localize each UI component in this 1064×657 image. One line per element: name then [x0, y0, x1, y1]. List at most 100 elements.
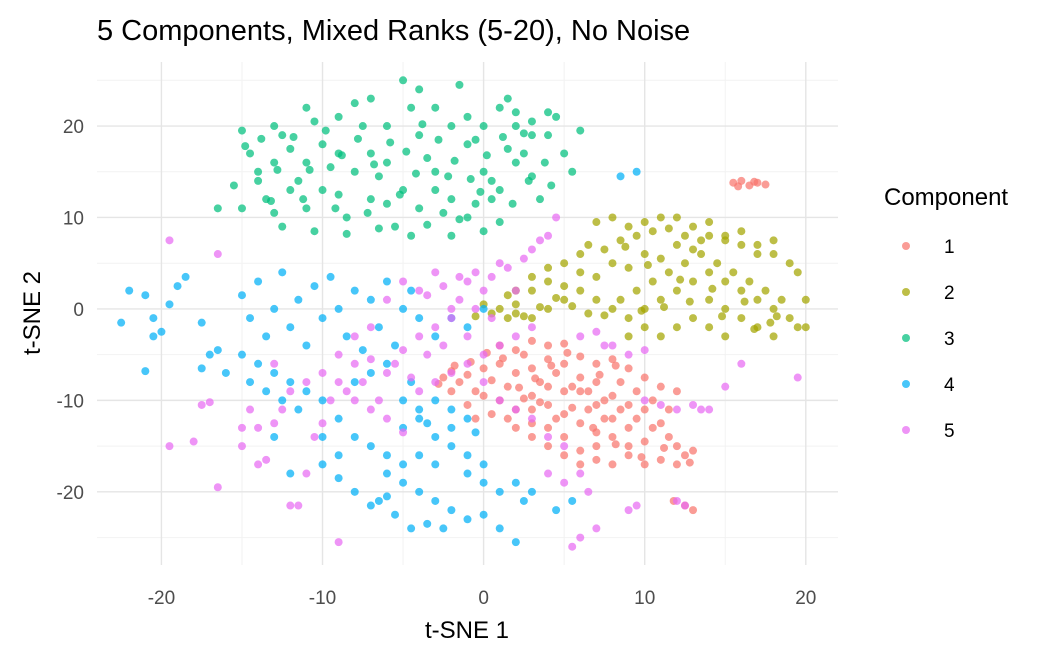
data-point [664, 432, 673, 441]
data-point [326, 396, 335, 405]
data-point [595, 370, 604, 379]
data-point [640, 396, 649, 405]
legend-item-2: 2 [902, 283, 955, 304]
data-point [511, 538, 520, 547]
data-point [487, 410, 496, 419]
data-point [463, 400, 472, 409]
data-point [544, 382, 553, 391]
data-point [560, 359, 569, 368]
data-point [370, 160, 379, 169]
chart-title: 5 Components, Mixed Ranks (5-20), No Noi… [97, 15, 690, 47]
data-point [640, 405, 649, 414]
data-point [439, 208, 448, 217]
data-point [495, 218, 504, 227]
data-point [689, 245, 698, 254]
data-point [527, 336, 536, 345]
data-point [608, 304, 617, 313]
data-point [402, 147, 411, 156]
data-point [705, 323, 714, 332]
data-point [560, 387, 569, 396]
data-point [366, 355, 375, 364]
data-point [479, 460, 488, 469]
data-point [540, 158, 549, 167]
data-point [318, 419, 327, 428]
data-point [141, 291, 150, 300]
data-point [560, 451, 569, 460]
data-point [544, 432, 553, 441]
data-point [576, 387, 585, 396]
legend-label: 4 [944, 375, 955, 396]
data-point [769, 304, 778, 313]
data-point [270, 419, 279, 428]
data-point [729, 268, 738, 277]
data-point [254, 359, 263, 368]
data-point [471, 199, 480, 208]
data-point [358, 122, 367, 131]
legend-label: 3 [944, 329, 955, 350]
data-point [450, 156, 459, 165]
data-point [149, 314, 158, 323]
data-point [181, 272, 190, 281]
data-point [415, 332, 424, 341]
data-point [589, 423, 598, 432]
data-point [299, 195, 308, 204]
data-point [560, 282, 569, 291]
data-point [547, 361, 556, 370]
data-point [431, 396, 440, 405]
data-point [576, 460, 585, 469]
data-point [237, 126, 246, 135]
data-point [592, 218, 601, 227]
data-point [479, 304, 488, 313]
data-point [632, 501, 641, 510]
data-point [447, 368, 456, 377]
data-point [447, 231, 456, 240]
data-point [801, 323, 810, 332]
data-point [310, 227, 319, 236]
series-5 [165, 213, 802, 551]
data-point [479, 122, 488, 131]
data-point [302, 341, 311, 350]
data-point [689, 506, 698, 515]
data-point [463, 140, 472, 149]
legend-key [902, 426, 910, 434]
data-point [740, 297, 749, 306]
data-point [616, 172, 625, 181]
data-point [391, 222, 400, 231]
data-point [568, 403, 577, 412]
data-point [689, 222, 698, 231]
data-point [616, 405, 625, 414]
data-point [254, 423, 263, 432]
data-point [616, 295, 625, 304]
data-point [334, 190, 343, 199]
data-point [399, 304, 408, 313]
data-point [463, 112, 472, 121]
data-point [302, 387, 311, 396]
data-point [318, 186, 327, 195]
data-point [479, 364, 488, 373]
data-point [576, 419, 585, 428]
data-point [544, 355, 553, 364]
data-point [350, 378, 359, 387]
data-point [431, 167, 440, 176]
data-point [165, 442, 174, 451]
data-point [278, 396, 287, 405]
data-point [294, 501, 303, 510]
data-point [382, 277, 391, 286]
data-point [455, 378, 464, 387]
data-point [527, 391, 536, 400]
data-point [503, 382, 512, 391]
data-point [342, 229, 351, 238]
data-point [608, 432, 617, 441]
data-point [656, 254, 665, 263]
data-point [479, 167, 488, 176]
data-point [382, 368, 391, 377]
data-point [568, 496, 577, 505]
data-point [560, 149, 569, 158]
data-point [624, 350, 633, 359]
data-point [237, 350, 246, 359]
data-point [286, 186, 295, 195]
x-tick-label: -10 [309, 588, 336, 609]
data-points [117, 76, 810, 551]
data-point [600, 311, 609, 320]
data-point [777, 295, 786, 304]
